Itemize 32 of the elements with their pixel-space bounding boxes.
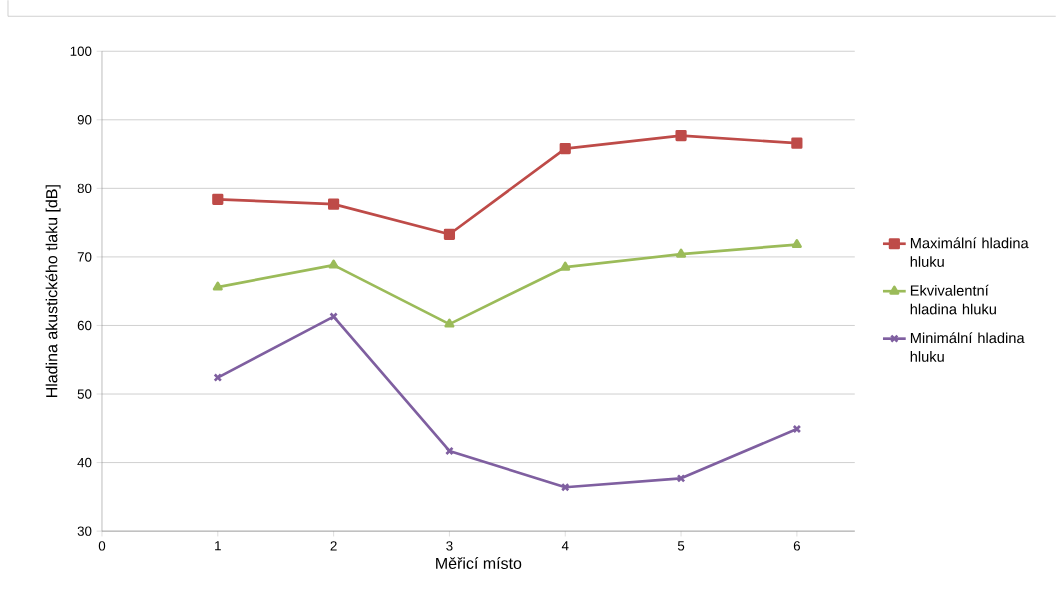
legend-label: Minimální hladina hluku (910, 332, 1025, 362)
x-tick-label: 2 (330, 541, 337, 551)
point (676, 248, 687, 258)
point (328, 198, 340, 210)
point (791, 137, 803, 149)
legend-label: Ekvivalentní hladina hluku (910, 284, 996, 315)
point (675, 129, 687, 142)
y-tick-label: 50 (77, 389, 92, 399)
y-tick-label: 40 (77, 457, 92, 468)
point (559, 142, 571, 155)
x-tick-label: 3 (446, 541, 453, 551)
y-tick-label: 100 (70, 46, 92, 56)
point (444, 318, 455, 328)
point (443, 228, 456, 240)
x-tick-label: 0 (98, 541, 106, 551)
point (212, 193, 224, 205)
point (328, 259, 339, 269)
y-tick-label: 60 (77, 320, 92, 331)
x-tick-label: 4 (561, 541, 569, 551)
legend-label: Maximální hladina hluku (910, 237, 1029, 267)
y-tick-label: 90 (77, 115, 92, 125)
x-axis-title: Měřicí místo (436, 557, 522, 569)
x-tick-label: 1 (215, 541, 221, 551)
y-tick-label: 30 (77, 526, 92, 536)
x-tick-label: 5 (677, 541, 685, 551)
y-tick-label: 70 (77, 252, 92, 262)
x-tick-label: 6 (793, 541, 801, 551)
point (560, 261, 571, 271)
point (212, 281, 223, 291)
y-axis-title: Hladina akustického tlaku [dB] (45, 185, 61, 397)
y-tick-label: 80 (77, 183, 92, 194)
point (791, 238, 802, 248)
